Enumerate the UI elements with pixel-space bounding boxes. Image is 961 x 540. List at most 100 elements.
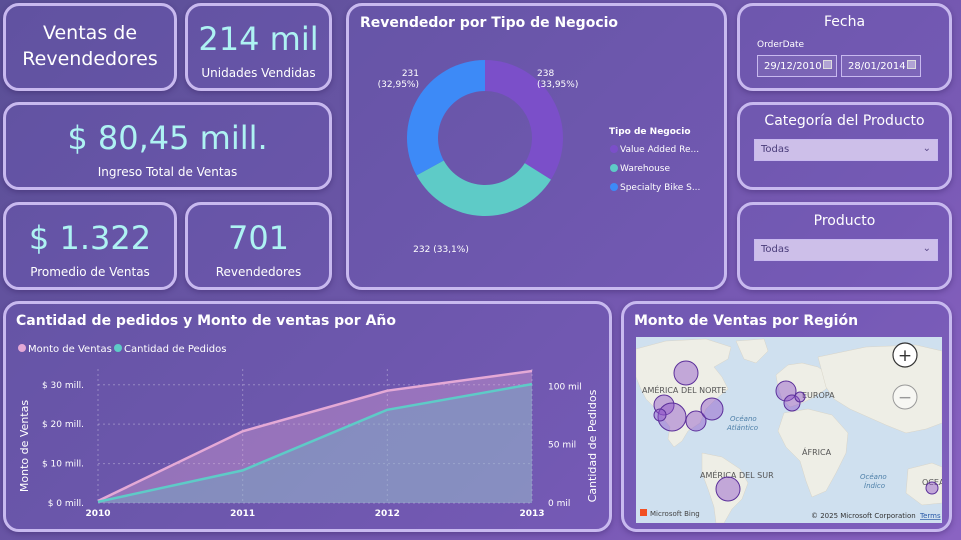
asia-shape — [817, 344, 942, 434]
africa-shape — [777, 408, 849, 498]
map-label-ind-2: Índico — [864, 481, 885, 490]
kpi-revendedores-label: Revendedores — [215, 265, 302, 279]
y-tick-label: $ 0 mill. — [48, 499, 84, 509]
map-bubble[interactable] — [685, 410, 707, 432]
map-footer-copy: © 2025 Microsoft Corporation — [811, 512, 916, 520]
map-bubble[interactable] — [925, 481, 939, 495]
calendar-icon[interactable] — [823, 60, 832, 69]
donut-title: Revendedor por Tipo de Negocio — [360, 15, 619, 31]
map-bubble[interactable] — [700, 397, 724, 421]
map-bubble[interactable] — [715, 476, 741, 502]
map-bubble[interactable] — [653, 408, 667, 422]
zoom-out-icon: − — [898, 388, 912, 408]
line-chart-title: Cantidad de pedidos y Monto de ventas po… — [16, 313, 396, 329]
kpi-promedio-card: $ 1.322 Promedio de Ventas — [3, 202, 177, 290]
map-label-atl-1: Océano — [730, 415, 757, 423]
chevron-down-icon: ⌄ — [922, 243, 931, 254]
y2-tick-label: 50 mil — [548, 441, 576, 451]
line-legend-item[interactable]: Cantidad de Pedidos — [124, 344, 226, 355]
producto-title: Producto — [813, 213, 876, 229]
map-bubble[interactable] — [775, 380, 797, 402]
x-tick-label: 2011 — [230, 509, 255, 519]
donut-data-label: 238 (33,95%) — [537, 69, 578, 90]
south-america-shape — [701, 452, 749, 523]
kpi-unidades-card: 214 mil Unidades Vendidas — [185, 3, 332, 91]
fecha-end-input[interactable]: 28/01/2014 — [841, 55, 921, 77]
donut-legend-item[interactable]: Specialty Bike S... — [620, 183, 700, 193]
line-chart[interactable]: Monto de Ventas Cantidad de Pedidos $ 0 mi… — [6, 335, 609, 530]
y-tick-label: $ 30 mill. — [42, 381, 84, 391]
fecha-field-label: OrderDate — [757, 40, 805, 50]
line-pedidos[interactable] — [97, 382, 533, 504]
y-axis-title: Monto de Ventas — [18, 400, 31, 492]
line-monto[interactable] — [97, 369, 533, 503]
legend-dot-icon — [18, 344, 26, 352]
world-map[interactable]: AMÉRICA DEL NORTE AMÉRICA DEL SUR EUROPA… — [636, 337, 942, 523]
zoom-in-icon: + — [898, 346, 912, 366]
map-label-sa: AMÉRICA DEL SUR — [700, 469, 774, 480]
donut-slice[interactable] — [485, 60, 563, 180]
australia-shape — [905, 462, 942, 506]
dashboard-title: Ventas de Revendedores — [22, 22, 158, 70]
kpi-revendedores-card: 701 Revendedores — [185, 202, 332, 290]
categoria-dropdown[interactable]: Todas ⌄ — [754, 139, 938, 161]
donut-legend-item[interactable]: Value Added Re... — [620, 145, 699, 155]
donut-card: Revendedor por Tipo de Negocio 238 (33,95… — [346, 3, 727, 290]
kpi-ingreso-label: Ingreso Total de Ventas — [97, 165, 238, 179]
legend-dot-icon — [610, 164, 618, 172]
zoom-out-button[interactable]: − — [892, 384, 918, 410]
y-tick-label: $ 20 mill. — [42, 420, 84, 430]
north-america-shape — [636, 338, 732, 448]
kpi-ingreso-value: $ 80,45 mill. — [67, 119, 268, 157]
donut-legend-title: Tipo de Negocio — [609, 127, 691, 137]
y2-tick-label: 100 mil — [548, 382, 582, 392]
map-footer-terms[interactable]: Terms — [919, 512, 941, 520]
legend-dot-icon — [610, 183, 618, 191]
producto-value: Todas — [761, 244, 790, 255]
map-footer-logo: Microsoft Bing — [650, 510, 700, 518]
donut-data-label: 232 (33,1%) — [413, 245, 469, 255]
fecha-title: Fecha — [823, 14, 866, 30]
producto-slicer-card: Producto Todas ⌄ — [737, 202, 952, 290]
producto-dropdown[interactable]: Todas ⌄ — [754, 239, 938, 261]
categoria-slicer-card: Categoría del Producto Todas ⌄ — [737, 102, 952, 190]
zoom-in-button[interactable]: + — [892, 342, 918, 368]
donut-slice[interactable] — [407, 60, 485, 176]
fecha-slicer-card: Fecha OrderDate 29/12/2010 28/01/2014 — [737, 3, 952, 91]
line-legend-item[interactable]: Monto de Ventas — [28, 344, 112, 355]
map-bubble[interactable] — [794, 391, 806, 403]
legend-dot-icon — [610, 145, 618, 153]
fecha-end-value: 28/01/2014 — [848, 61, 906, 72]
kpi-revendedores-value: 701 — [227, 219, 290, 257]
x-tick-label: 2012 — [375, 509, 400, 519]
fecha-start-input[interactable]: 29/12/2010 — [757, 55, 837, 77]
area-pedidos — [98, 384, 532, 503]
map-bubble[interactable] — [657, 402, 687, 432]
map-label-ind-1: Océano — [860, 473, 887, 481]
donut-chart[interactable]: 238 (33,95%) 232 (33,1%) 231 (32,95%) Tipo de… — [349, 36, 724, 286]
map-bubble[interactable] — [673, 360, 699, 386]
x-tick-label: 2010 — [85, 509, 110, 519]
map-label-na: AMÉRICA DEL NORTE — [642, 384, 726, 395]
kpi-ingreso-card: $ 80,45 mill. Ingreso Total de Ventas — [3, 102, 332, 190]
bing-logo-icon — [640, 509, 647, 516]
title-card: Ventas de Revendedores — [3, 3, 177, 91]
donut-legend-item[interactable]: Warehouse — [620, 164, 670, 174]
map-card: Monto de Ventas por Región AMÉRICA DEL N… — [621, 301, 952, 532]
x-tick-label: 2013 — [519, 509, 544, 519]
calendar-icon[interactable] — [907, 60, 916, 69]
map-title: Monto de Ventas por Región — [634, 313, 859, 329]
legend-dot-icon — [114, 344, 122, 352]
chevron-down-icon: ⌄ — [922, 143, 931, 154]
kpi-unidades-label: Unidades Vendidas — [201, 66, 316, 80]
line-chart-card: Cantidad de pedidos y Monto de ventas po… — [3, 301, 612, 532]
y-tick-label: $ 10 mill. — [42, 460, 84, 470]
kpi-promedio-label: Promedio de Ventas — [30, 265, 150, 279]
y2-tick-label: 0 mil — [548, 499, 570, 509]
categoria-title: Categoría del Producto — [764, 113, 925, 129]
greenland-shape — [735, 338, 769, 364]
map-bubble[interactable] — [783, 394, 801, 412]
map-label-eu: EUROPA — [802, 391, 835, 400]
map-label-atl-2: Atlántico — [726, 424, 758, 432]
donut-slice[interactable] — [416, 160, 551, 216]
